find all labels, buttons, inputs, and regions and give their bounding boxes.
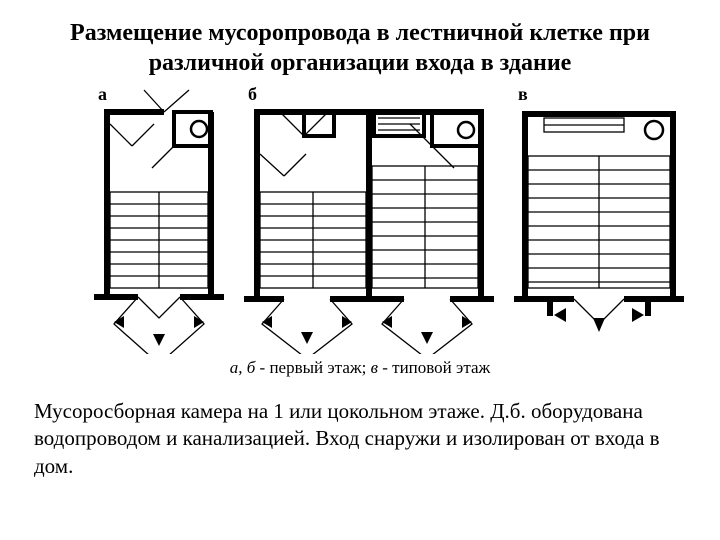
plan-v-label: в [518,84,528,105]
plan-v-svg [514,84,684,354]
plan-a-svg [94,84,224,354]
plan-a-label: а [98,84,107,105]
caption-ital-2: в [371,358,378,377]
caption-ital-1: а, б [230,358,256,377]
caption-mid: - первый этаж; [255,358,370,377]
plan-b: б [244,84,494,354]
plan-b-svg [244,84,494,354]
page-title: Размещение мусоропровода в лестничной кл… [34,18,686,78]
figure-row: а [34,84,686,384]
caption-end: - типовой этаж [378,358,490,377]
title-line-1: Размещение мусоропровода в лестничной кл… [70,20,650,46]
plan-a: а [94,84,224,354]
body-paragraph: Мусоросборная камера на 1 или цокольном … [34,398,686,480]
plan-v: в [514,84,684,354]
plan-b-label: б [248,84,257,105]
title-line-2: различной организации входа в здание [149,50,572,76]
figure-caption: а, б - первый этаж; в - типовой этаж [34,358,686,378]
